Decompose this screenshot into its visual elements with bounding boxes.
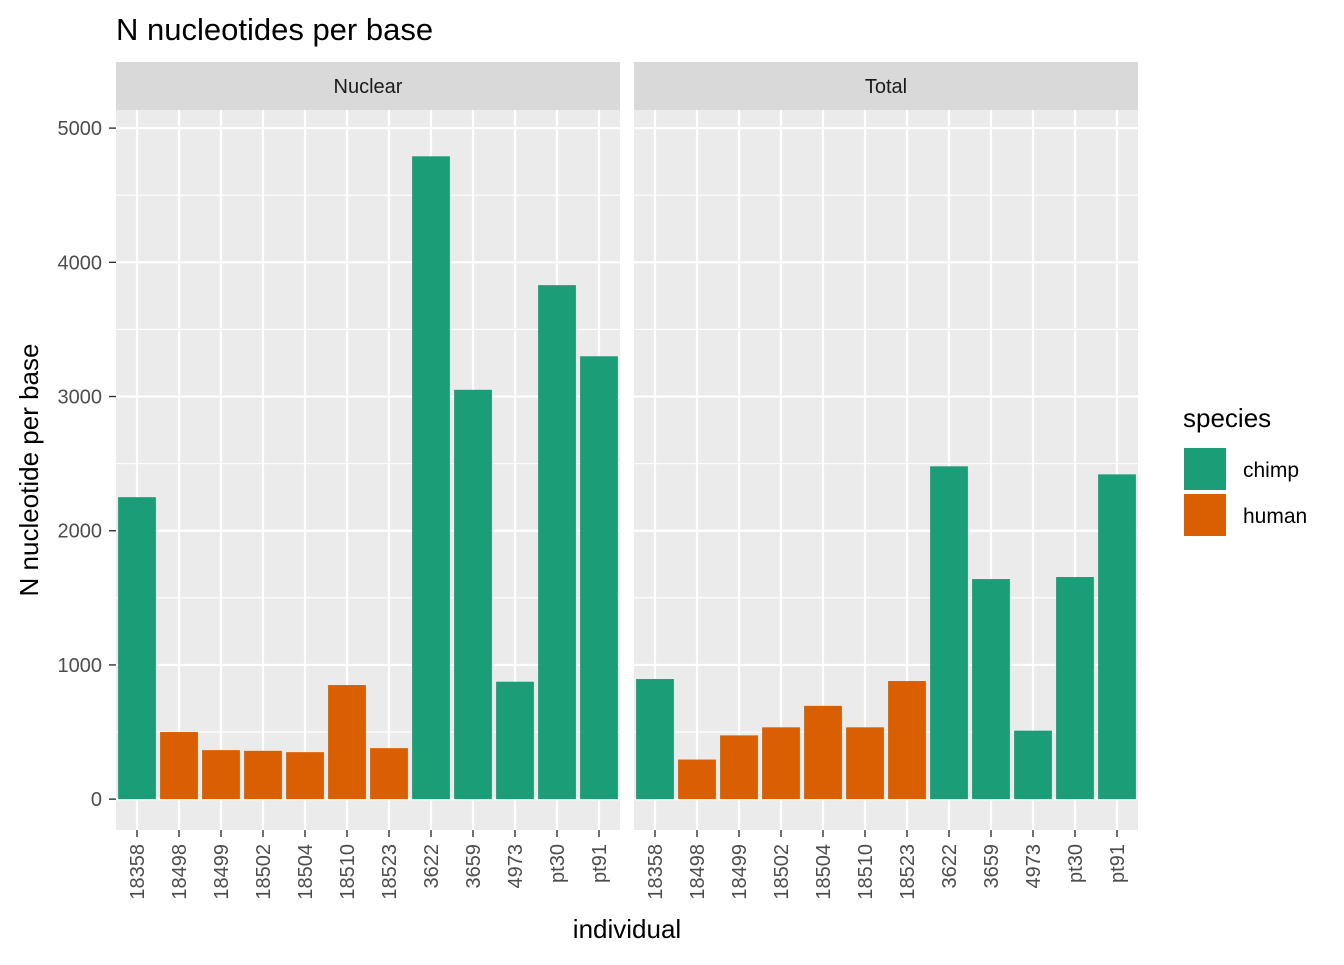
- facet-strip-label: Nuclear: [334, 76, 403, 98]
- x-tick-label: 18504: [813, 844, 835, 900]
- bar-nuclear-18523: [370, 748, 408, 800]
- x-tick-label: 18502: [253, 844, 275, 900]
- y-tick-label: 0: [91, 789, 102, 811]
- bar-total-18358: [636, 679, 674, 800]
- bar-nuclear-18498: [160, 732, 198, 800]
- bar-nuclear-3659: [454, 389, 492, 800]
- bar-total-18502: [762, 727, 800, 800]
- chart-title: N nucleotides per base: [116, 12, 433, 47]
- legend: species chimp human: [1183, 403, 1307, 536]
- bar-nuclear-18510: [328, 685, 366, 800]
- facet-panels: Nuclear 18358 18498 18499 18502 18504 18510 185…: [116, 62, 1138, 900]
- x-tick-label: 18498: [169, 844, 191, 900]
- x-tick-label: 18523: [897, 844, 919, 900]
- legend-key-chimp: [1184, 448, 1226, 490]
- legend-label-human: human: [1243, 505, 1307, 528]
- x-tick-label: 3622: [939, 844, 961, 889]
- x-tick-label: 18499: [211, 844, 233, 900]
- legend-items: chimp human: [1184, 448, 1307, 536]
- x-tick-label: pt30: [547, 844, 569, 883]
- x-tick-label: 18358: [127, 844, 149, 900]
- bar-nuclear-18358: [118, 497, 156, 800]
- bar-total-18504: [804, 705, 842, 800]
- x-tick-label: 3659: [463, 844, 485, 889]
- y-tick-label: 1000: [58, 655, 103, 677]
- x-tick-label: 18504: [295, 844, 317, 900]
- bar-total-18523: [888, 681, 926, 800]
- y-tick-label: 4000: [58, 252, 103, 274]
- bar-nuclear-3622: [412, 156, 450, 800]
- x-tick-label: 18499: [729, 844, 751, 900]
- x-tick-label: 4973: [1023, 844, 1045, 889]
- bar-nuclear-4973: [496, 681, 534, 800]
- bar-nuclear-pt91: [580, 356, 618, 800]
- bar-nuclear-pt30: [538, 285, 576, 800]
- bar-total-pt30: [1056, 577, 1094, 800]
- bar-nuclear-18502: [244, 750, 282, 800]
- x-tick-label: 3659: [981, 844, 1003, 889]
- x-tick-label: 3622: [421, 844, 443, 889]
- panel-background: [634, 110, 1138, 830]
- bar-nuclear-18499: [202, 750, 240, 800]
- x-tick-label: pt91: [1107, 844, 1129, 883]
- facet-panel-total: Total 18358 18498 18499 18502 18504 18510 18523…: [634, 62, 1138, 900]
- bar-total-18510: [846, 727, 884, 800]
- legend-title: species: [1183, 403, 1271, 433]
- y-tick-label: 5000: [58, 118, 103, 140]
- facet-strip-label: Total: [865, 76, 907, 98]
- x-axis-title: individual: [573, 914, 681, 944]
- y-axis-title: N nucleotide per base: [14, 344, 44, 597]
- x-tick-label: 18358: [645, 844, 667, 900]
- panel-background: [116, 110, 620, 830]
- x-tick-label: 18523: [379, 844, 401, 900]
- bar-total-3622: [930, 466, 968, 800]
- y-axis: 0 1000 2000 3000 4000 5000: [58, 118, 116, 811]
- legend-label-chimp: chimp: [1243, 459, 1299, 482]
- x-tick-label: 18510: [855, 844, 877, 900]
- bar-total-3659: [972, 579, 1010, 800]
- bar-total-pt91: [1098, 474, 1136, 800]
- x-tick-label: 18510: [337, 844, 359, 900]
- x-tick-label: 18502: [771, 844, 793, 900]
- bar-total-18499: [720, 735, 758, 800]
- facet-strip: [116, 62, 620, 110]
- y-tick-label: 2000: [58, 521, 103, 543]
- facet-strip: [634, 62, 1138, 110]
- bar-total-4973: [1014, 730, 1052, 800]
- x-tick-label: 4973: [505, 844, 527, 889]
- y-tick-label: 3000: [58, 387, 103, 409]
- bar-nuclear-18504: [286, 752, 324, 800]
- x-tick-label: pt91: [589, 844, 611, 883]
- legend-key-human: [1184, 494, 1226, 536]
- bar-total-18498: [678, 759, 716, 800]
- x-tick-label: pt30: [1065, 844, 1087, 883]
- facet-panel-nuclear: Nuclear 18358 18498 18499 18502 18504 18510 185…: [116, 62, 620, 900]
- x-tick-label: 18498: [687, 844, 709, 900]
